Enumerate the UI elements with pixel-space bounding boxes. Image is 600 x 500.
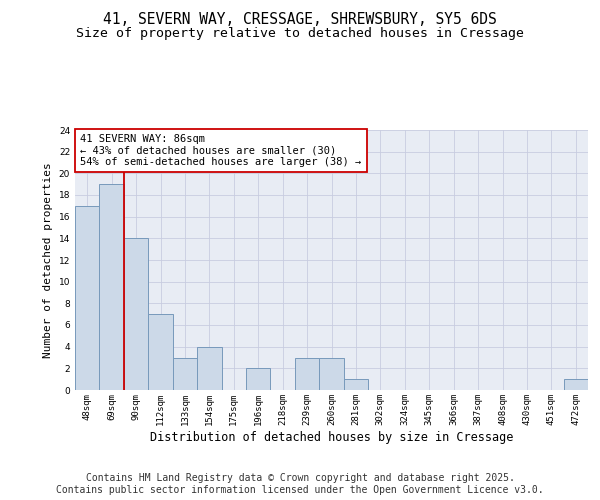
Text: Size of property relative to detached houses in Cressage: Size of property relative to detached ho… [76,28,524,40]
Bar [100,184,124,390]
Bar [124,238,148,390]
Bar [246,368,271,390]
Bar [75,206,100,390]
Y-axis label: Number of detached properties: Number of detached properties [43,162,53,358]
Bar [295,358,319,390]
Bar [173,358,197,390]
Bar [563,379,588,390]
Text: Contains HM Land Registry data © Crown copyright and database right 2025.
Contai: Contains HM Land Registry data © Crown c… [56,474,544,495]
Bar [197,346,221,390]
Bar [148,314,173,390]
Bar [319,358,344,390]
Bar [344,379,368,390]
Text: 41 SEVERN WAY: 86sqm
← 43% of detached houses are smaller (30)
54% of semi-detac: 41 SEVERN WAY: 86sqm ← 43% of detached h… [80,134,361,167]
X-axis label: Distribution of detached houses by size in Cressage: Distribution of detached houses by size … [150,430,513,444]
Text: 41, SEVERN WAY, CRESSAGE, SHREWSBURY, SY5 6DS: 41, SEVERN WAY, CRESSAGE, SHREWSBURY, SY… [103,12,497,28]
